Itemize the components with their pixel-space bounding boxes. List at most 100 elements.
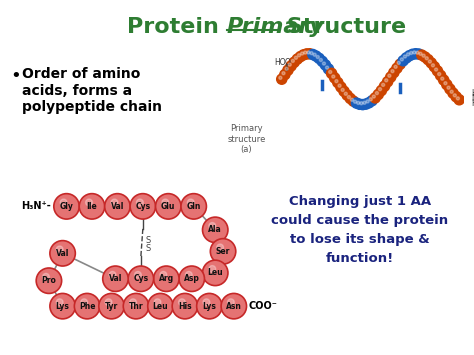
Circle shape [388, 74, 391, 77]
Circle shape [154, 299, 161, 306]
Circle shape [400, 58, 403, 61]
Text: His: His [178, 302, 191, 311]
Circle shape [217, 244, 224, 251]
Circle shape [308, 49, 318, 60]
Circle shape [335, 80, 338, 83]
Circle shape [292, 54, 302, 64]
Circle shape [441, 77, 444, 80]
Circle shape [338, 84, 341, 87]
Circle shape [301, 49, 312, 59]
Circle shape [383, 77, 393, 87]
Circle shape [323, 64, 334, 74]
Circle shape [438, 72, 441, 76]
Text: Cys: Cys [133, 274, 148, 283]
Circle shape [394, 65, 397, 69]
Circle shape [357, 99, 368, 110]
Circle shape [54, 193, 79, 219]
Circle shape [438, 75, 449, 85]
Circle shape [364, 98, 374, 108]
Circle shape [299, 50, 309, 60]
Circle shape [398, 56, 408, 66]
Circle shape [355, 99, 365, 109]
Circle shape [56, 246, 63, 253]
Circle shape [282, 72, 285, 75]
Circle shape [105, 299, 112, 306]
Circle shape [426, 58, 436, 68]
Circle shape [285, 67, 288, 70]
Text: Lys: Lys [55, 302, 70, 311]
Circle shape [350, 98, 354, 101]
Circle shape [310, 51, 313, 55]
Circle shape [105, 193, 130, 219]
Circle shape [322, 62, 326, 65]
Text: Leu: Leu [208, 268, 223, 277]
Circle shape [413, 51, 416, 54]
Circle shape [410, 51, 413, 55]
Circle shape [444, 82, 447, 85]
Text: H: H [471, 99, 474, 108]
Circle shape [36, 268, 62, 294]
Circle shape [203, 299, 210, 306]
Circle shape [50, 241, 75, 266]
Circle shape [375, 92, 378, 95]
Circle shape [366, 100, 369, 103]
Text: Primary
structure
(a): Primary structure (a) [228, 124, 266, 154]
Circle shape [295, 51, 306, 62]
Circle shape [370, 93, 380, 103]
Circle shape [148, 294, 173, 319]
Circle shape [301, 52, 304, 55]
Circle shape [289, 57, 299, 67]
Circle shape [376, 86, 386, 95]
Text: •: • [10, 67, 20, 86]
Circle shape [327, 68, 337, 78]
Text: Ile: Ile [87, 202, 97, 211]
Circle shape [342, 90, 352, 100]
Circle shape [341, 88, 344, 92]
Circle shape [450, 90, 453, 93]
Circle shape [280, 70, 290, 80]
Circle shape [445, 84, 455, 94]
Circle shape [423, 55, 433, 65]
Circle shape [137, 199, 143, 206]
Text: S: S [145, 244, 150, 253]
Circle shape [130, 193, 155, 219]
Text: Order of amino
acids, forms a
polypeptide chain: Order of amino acids, forms a polypeptid… [21, 67, 162, 114]
Circle shape [336, 82, 346, 92]
Circle shape [347, 95, 350, 99]
Circle shape [448, 88, 458, 98]
Text: Arg: Arg [159, 274, 174, 283]
Circle shape [81, 299, 88, 306]
Text: Glu: Glu [161, 202, 175, 211]
Circle shape [326, 66, 328, 69]
Circle shape [304, 51, 307, 54]
Circle shape [431, 64, 435, 67]
Circle shape [361, 99, 371, 109]
Circle shape [332, 75, 335, 78]
Circle shape [407, 53, 410, 56]
Circle shape [420, 52, 430, 62]
Circle shape [320, 60, 330, 70]
Text: H₃N⁺-: H₃N⁺- [21, 201, 51, 211]
Text: Asp: Asp [184, 274, 200, 283]
Circle shape [185, 272, 192, 278]
Circle shape [435, 68, 438, 71]
Circle shape [339, 86, 349, 96]
Text: Pro: Pro [42, 276, 56, 285]
Circle shape [385, 79, 388, 82]
Circle shape [154, 266, 179, 291]
Circle shape [317, 56, 328, 66]
Text: Primary: Primary [227, 17, 325, 37]
Circle shape [181, 193, 206, 219]
Circle shape [128, 266, 154, 291]
Circle shape [291, 59, 294, 62]
Text: Phe: Phe [79, 302, 95, 311]
Circle shape [305, 49, 315, 59]
Circle shape [451, 92, 461, 102]
Circle shape [333, 77, 343, 88]
Circle shape [283, 65, 293, 75]
Text: Changing just 1 AA
could cause the protein
to lose its shape &
function!: Changing just 1 AA could cause the prote… [272, 195, 448, 264]
Circle shape [454, 95, 465, 105]
Circle shape [286, 61, 296, 71]
Circle shape [288, 63, 292, 66]
Circle shape [202, 217, 228, 242]
